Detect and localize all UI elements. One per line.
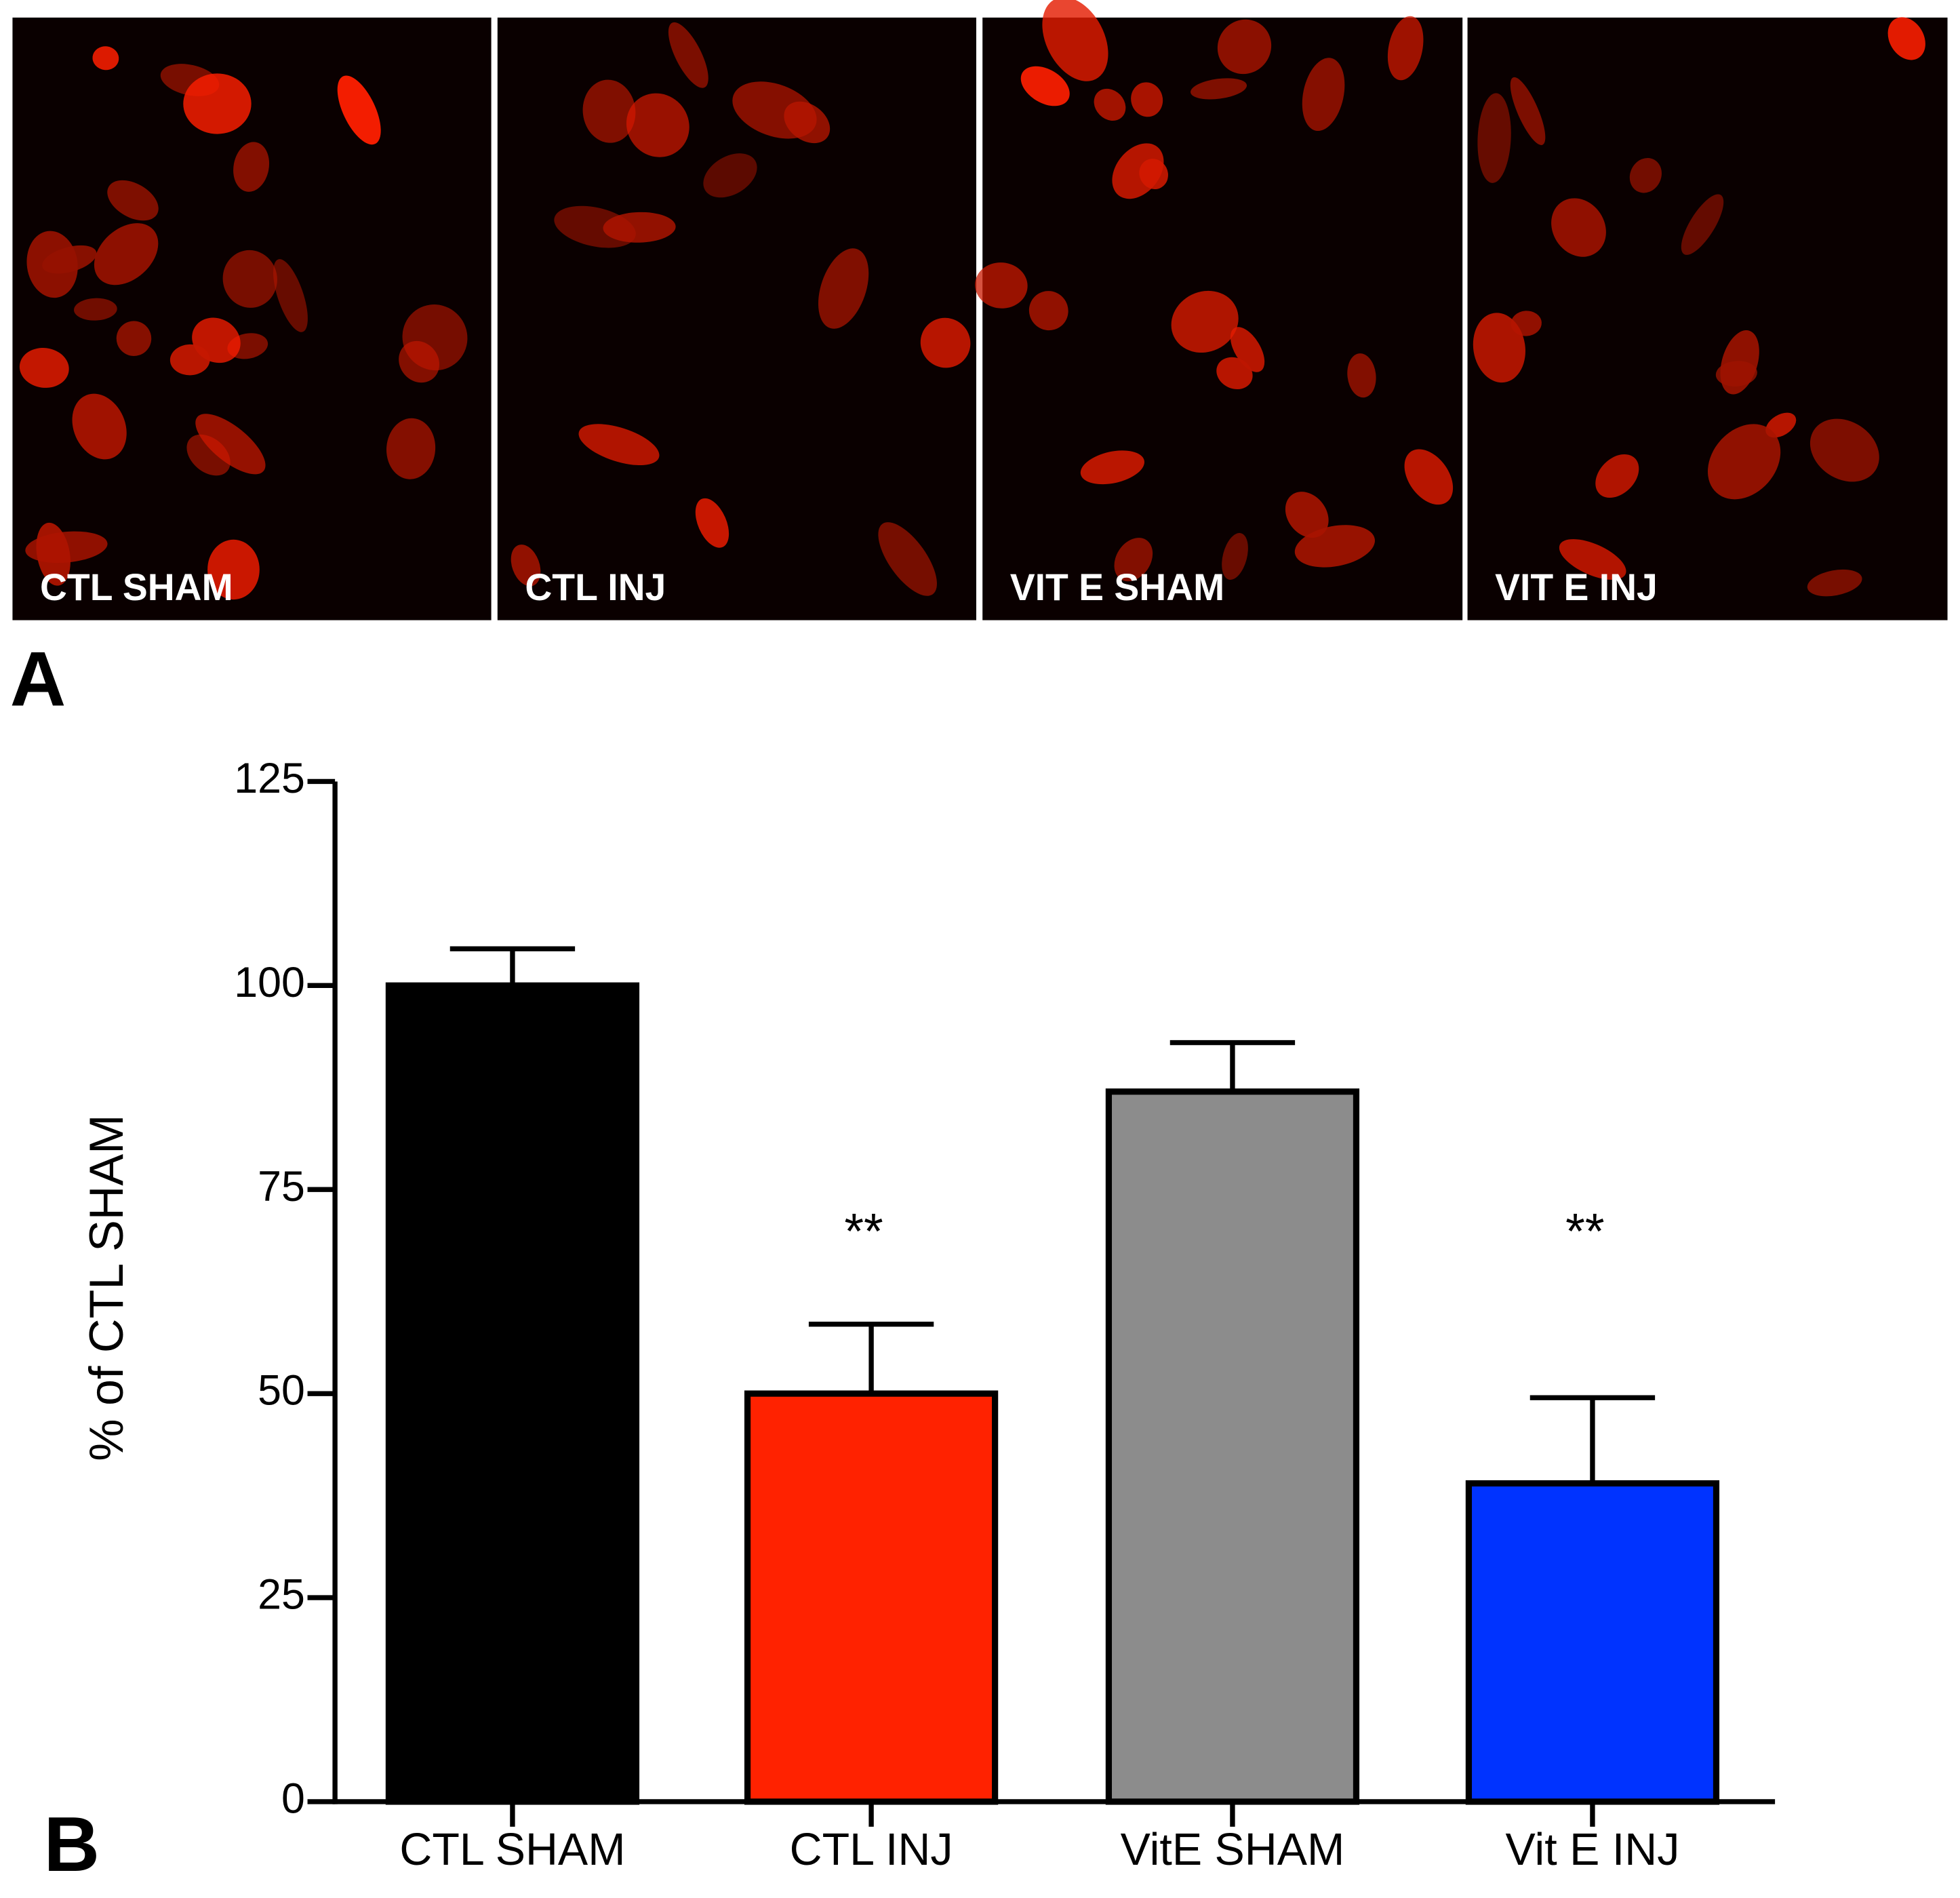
cell	[732, 81, 817, 139]
cell	[1809, 418, 1879, 482]
micrograph-panel: CTL SHAM CTL INJ VIT E SHAM VIT E INJ	[12, 0, 1948, 620]
cell	[402, 304, 468, 371]
y-tick-label: 125	[234, 755, 305, 802]
cell	[1387, 16, 1424, 81]
significance-mark: **	[844, 1203, 883, 1259]
x-tick-label: VitE SHAM	[1121, 1825, 1345, 1875]
y-tick-label: 75	[258, 1163, 305, 1210]
panel-label: A	[10, 637, 66, 723]
cell	[668, 22, 708, 88]
cell	[1285, 492, 1329, 538]
cell	[1216, 357, 1253, 389]
bar-chart: 0 25 50 75 100 125 CTL SHAM CTL INJ ** VitE SHAM V…	[234, 755, 1776, 1875]
cell	[1217, 19, 1272, 75]
cell	[1559, 539, 1626, 580]
cell	[42, 245, 97, 274]
cell	[1112, 143, 1164, 199]
cell	[1094, 88, 1126, 121]
cell	[1230, 327, 1265, 372]
bar	[744, 1390, 999, 1805]
cell	[818, 248, 869, 329]
cell	[626, 93, 689, 157]
cell	[19, 348, 69, 388]
cell	[920, 317, 971, 368]
cell	[1681, 194, 1724, 255]
cell	[1765, 412, 1797, 438]
micrograph-label: VIT E SHAM	[1010, 566, 1224, 608]
cell	[195, 414, 266, 475]
cell	[1302, 58, 1345, 132]
cell	[273, 259, 308, 332]
y-tick-label: 25	[258, 1571, 305, 1619]
micrograph	[497, 17, 976, 620]
cell	[25, 531, 108, 564]
cell	[1028, 291, 1068, 331]
cell	[1042, 0, 1108, 81]
cell	[72, 393, 127, 460]
micrograph-label: VIT E INJ	[1495, 566, 1658, 608]
cell	[386, 418, 436, 479]
cell	[1629, 158, 1662, 193]
x-tick-label: CTL INJ	[790, 1825, 953, 1875]
cell	[1707, 424, 1781, 500]
cell	[107, 180, 159, 221]
cell	[1595, 454, 1639, 498]
significance-mark: **	[1565, 1203, 1604, 1259]
cell	[878, 522, 937, 596]
cell	[603, 212, 676, 243]
cell	[207, 539, 260, 600]
cell	[1191, 78, 1247, 100]
cell	[1131, 82, 1163, 117]
cell	[169, 344, 210, 376]
y-tick-label: 100	[234, 959, 305, 1006]
micrograph-label: CTL SHAM	[40, 566, 233, 608]
cell	[74, 298, 117, 321]
cell	[1715, 361, 1757, 387]
cell	[1551, 198, 1606, 257]
cell	[1477, 93, 1511, 183]
bar	[1105, 1088, 1360, 1805]
cell	[582, 79, 636, 143]
cell	[1510, 77, 1546, 145]
cell	[1020, 66, 1070, 106]
cell	[1404, 449, 1454, 505]
cell	[1347, 353, 1376, 398]
cell	[1807, 569, 1862, 597]
cell	[1080, 450, 1144, 485]
cell	[1222, 533, 1248, 580]
micrograph-label: CTL INJ	[525, 566, 666, 608]
cell	[337, 75, 381, 145]
cell	[695, 498, 729, 548]
cell	[511, 545, 541, 587]
cell	[1887, 17, 1925, 60]
cell	[222, 250, 277, 308]
cell	[578, 424, 660, 466]
y-tick-label: 0	[281, 1775, 305, 1823]
micrograph	[1467, 17, 1948, 620]
cell	[1114, 538, 1153, 582]
cell	[1171, 290, 1239, 353]
cell	[233, 142, 270, 192]
cell	[1473, 313, 1525, 383]
cell	[92, 46, 119, 71]
y-axis-label: % of CTL SHAM	[80, 1115, 133, 1461]
cell	[703, 153, 757, 198]
cell	[116, 321, 152, 356]
cell	[975, 262, 1028, 309]
y-tick-label: 50	[258, 1367, 305, 1415]
cell	[94, 223, 159, 285]
cell	[183, 73, 252, 134]
bar	[385, 982, 640, 1805]
x-tick-label: CTL SHAM	[399, 1825, 625, 1875]
x-tick-label: Vit E INJ	[1505, 1825, 1679, 1875]
panel-label: B	[44, 1802, 100, 1888]
bar	[1465, 1480, 1720, 1805]
